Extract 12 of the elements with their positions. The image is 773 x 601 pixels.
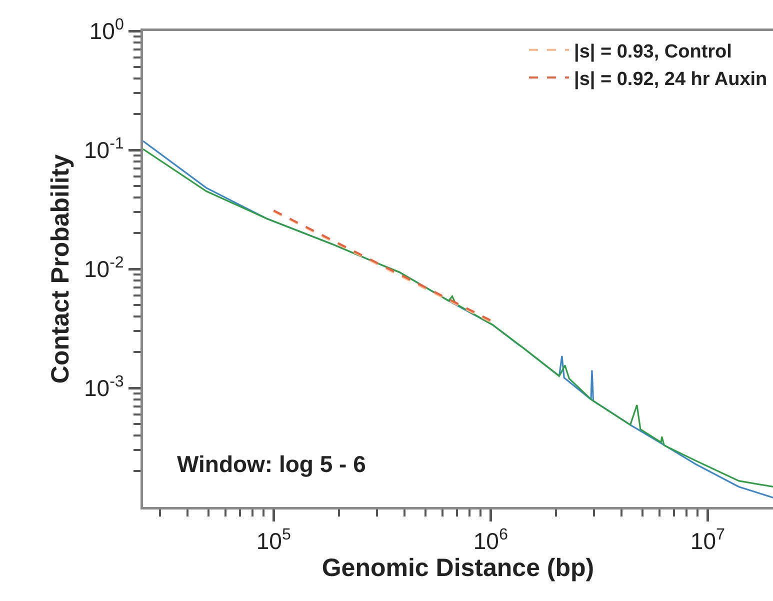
y-tick-label: 10$^{0}$ [89, 15, 124, 44]
legend-label: |s| = 0.92, 24 hr Auxin [574, 68, 768, 90]
x-axis-title: Genomic Distance (bp) [322, 554, 594, 582]
y-tick-label: 10$^{-1}$ [84, 134, 124, 164]
x-tick-label: 10$^{6}$ [473, 525, 508, 554]
x-tick-label: 10$^{7}$ [690, 525, 725, 554]
y-tick-label: 10$^{-2}$ [84, 253, 124, 282]
y-tick-label: 10$^{-3}$ [84, 372, 124, 402]
annotation: Window: log 5 - 6 [177, 451, 366, 477]
x-tick-label: 10$^{5}$ [256, 525, 291, 554]
legend-label: |s| = 0.93, Control [574, 41, 732, 62]
y-axis-title: Contact Probability [46, 154, 74, 384]
